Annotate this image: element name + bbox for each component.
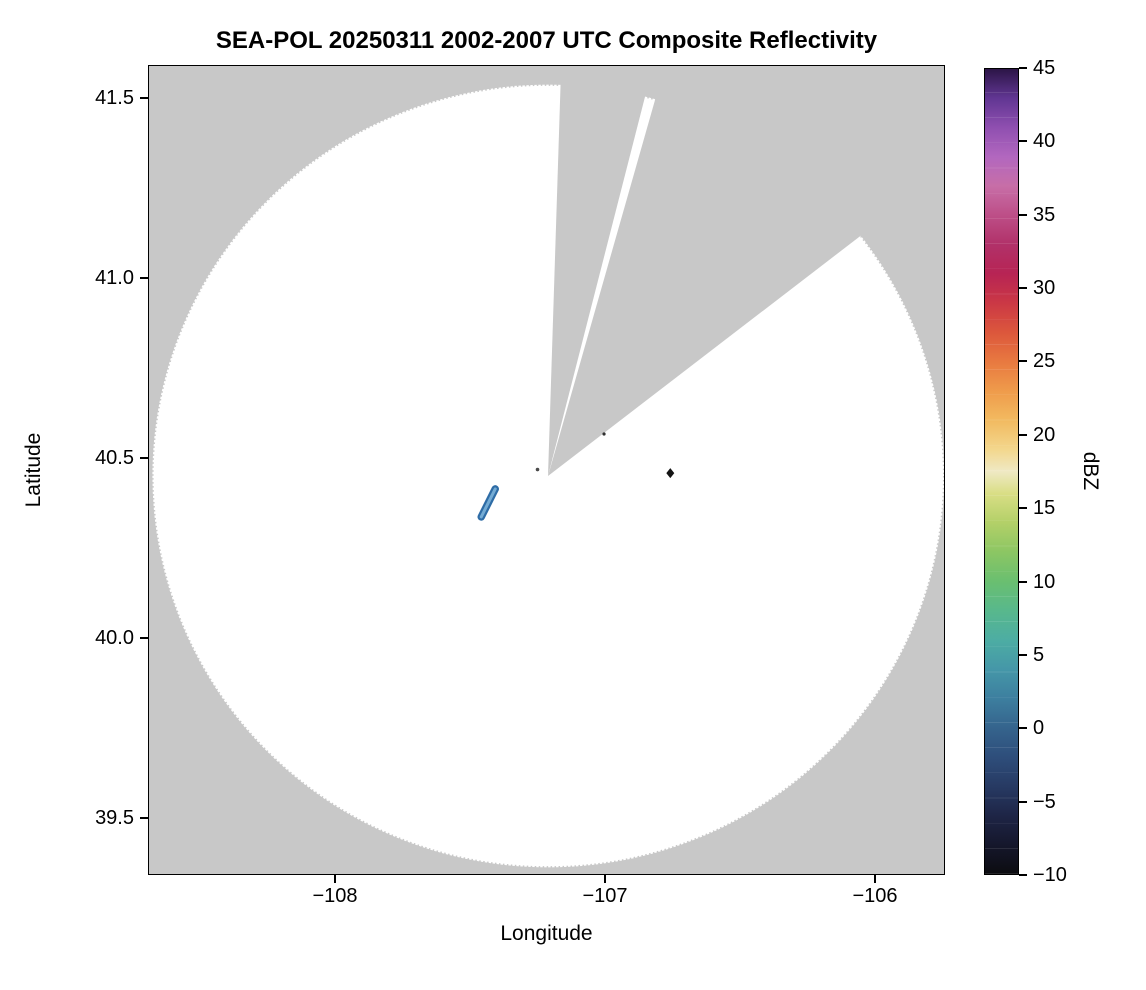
colorbar-tick-label: 10: [1033, 570, 1056, 593]
colorbar-tick-mark: [1019, 580, 1027, 583]
y-tick-mark: [140, 457, 148, 459]
colorbar-tick-mark: [1019, 433, 1027, 436]
y-tick-label: 40.0: [95, 627, 134, 649]
colorbar-tick-mark: [1019, 874, 1027, 876]
colorbar-tick-mark: [1019, 213, 1027, 216]
x-tick-mark: [873, 875, 876, 883]
colorbar-tick-mark: [1019, 800, 1027, 803]
y-tick-mark: [140, 817, 148, 819]
colorbar-tick-label: 5: [1033, 643, 1045, 666]
echo-point-dot: [602, 432, 606, 436]
y-tick-label: 40.5: [95, 447, 134, 469]
echo-point-dot: [535, 467, 540, 472]
y-tick-label: 39.5: [95, 807, 134, 829]
echo-streak-core: [479, 487, 497, 519]
colorbar-tick-mark: [1019, 727, 1027, 730]
x-tick-mark: [333, 875, 336, 883]
colorbar-tick-label: 30: [1033, 277, 1056, 300]
blanked-sector-north: [547, 71, 647, 476]
x-tick-label: −106: [852, 885, 898, 907]
y-tick-label: 41.5: [95, 87, 134, 109]
x-tick-label: −107: [582, 885, 628, 907]
y-tick-mark: [140, 637, 148, 639]
plot-area: [148, 65, 945, 875]
colorbar-tick-label: 0: [1033, 717, 1045, 740]
plot-title: SEA-POL 20250311 2002-2007 UTC Composite…: [215, 27, 878, 54]
radar-plot-canvas: [151, 66, 944, 869]
x-tick-mark: [603, 875, 606, 883]
colorbar-tick-label: 35: [1033, 203, 1056, 226]
blanked-sector-northeast: [547, 66, 944, 476]
x-axis-label: Longitude: [500, 922, 593, 945]
colorbar-tick-mark: [1019, 507, 1027, 510]
colorbar: [984, 68, 1019, 875]
colorbar-tick-label: −10: [1033, 864, 1067, 886]
x-tick-label: −108: [312, 885, 358, 907]
colorbar-tick-mark: [1019, 360, 1027, 363]
colorbar-tick-label: 25: [1033, 350, 1056, 373]
colorbar-tick-label: 45: [1033, 57, 1056, 79]
colorbar-tick-mark: [1019, 653, 1027, 656]
colorbar-tick-mark: [1019, 67, 1027, 69]
colorbar-tick-label: 40: [1033, 130, 1056, 153]
colorbar-tick-label: −5: [1033, 790, 1056, 813]
colorbar-tick-mark: [1019, 140, 1027, 143]
echo-layer: [477, 432, 675, 521]
colorbar-tick-label: 20: [1033, 423, 1056, 446]
colorbar-tick-mark: [1019, 287, 1027, 290]
y-tick-mark: [140, 277, 148, 279]
colorbar-tick-label: 15: [1033, 497, 1056, 520]
y-tick-label: 41.0: [95, 267, 134, 289]
echo-point-diamond: [666, 468, 675, 479]
y-tick-mark: [140, 97, 148, 99]
